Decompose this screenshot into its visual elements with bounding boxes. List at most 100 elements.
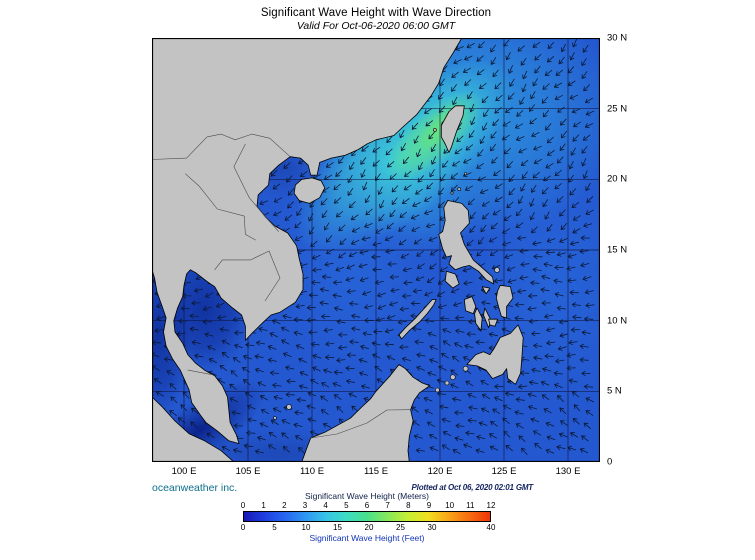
wave-direction-arrow <box>566 265 576 271</box>
wave-direction-arrow <box>389 301 398 307</box>
wave-direction-arrow <box>494 396 503 402</box>
wave-direction-arrow <box>506 266 516 272</box>
wave-direction-arrow <box>469 225 476 233</box>
wave-direction-arrow <box>571 108 581 114</box>
wave-direction-arrow <box>553 82 563 88</box>
wave-direction-arrow <box>429 169 435 178</box>
wave-direction-arrow <box>567 80 576 87</box>
chart-header: Significant Wave Height with Wave Direct… <box>152 6 600 34</box>
wave-direction-arrow <box>534 66 541 74</box>
wave-direction-arrow <box>479 83 487 89</box>
lat-tick-label: 20 N <box>607 173 628 185</box>
wave-direction-arrow <box>466 239 474 247</box>
wave-direction-arrow <box>553 370 563 376</box>
wave-direction-arrow <box>347 174 353 184</box>
wave-direction-arrow <box>246 430 256 436</box>
wave-direction-arrow <box>437 201 445 209</box>
wave-direction-arrow <box>544 69 553 76</box>
wave-direction-arrow <box>350 214 359 221</box>
wave-direction-arrow <box>490 222 498 230</box>
wave-direction-arrow <box>579 343 589 349</box>
wave-direction-arrow <box>490 143 497 152</box>
wave-direction-arrow <box>480 224 487 233</box>
border-thailand-laos <box>185 173 256 241</box>
wave-direction-arrow <box>338 156 345 164</box>
colorbar-meter-ticks: 0 1 2 3 4 5 6 7 8 9 10 11 12 <box>241 501 496 510</box>
wave-direction-arrow <box>178 318 188 324</box>
border-borneo <box>310 409 411 439</box>
lat-tick-label: 15 N <box>607 244 628 256</box>
wave-direction-arrow <box>541 96 549 104</box>
wave-direction-arrow <box>585 182 591 192</box>
wave-direction-arrow <box>503 430 511 438</box>
wave-direction-arrow <box>481 393 491 399</box>
wave-direction-arrow <box>558 319 569 325</box>
wave-direction-arrow <box>586 196 594 203</box>
wave-direction-arrow <box>533 145 542 151</box>
wave-direction-arrow <box>351 313 361 319</box>
wave-direction-arrow <box>273 395 283 401</box>
wave-direction-arrow <box>308 226 315 235</box>
wave-direction-arrow <box>402 198 410 204</box>
wave-direction-arrow <box>581 157 587 167</box>
lat-tick-label: 5 N <box>607 385 622 397</box>
wave-direction-arrow <box>583 384 594 390</box>
wave-direction-arrow <box>492 209 501 216</box>
wave-direction-arrow <box>359 371 368 377</box>
wave-direction-arrow <box>437 278 446 285</box>
wave-direction-arrow <box>320 409 329 415</box>
wave-direction-arrow <box>362 290 371 296</box>
wave-direction-arrow <box>490 131 497 139</box>
wave-direction-arrow <box>349 161 355 170</box>
wave-direction-arrow <box>298 447 305 454</box>
wave-direction-arrow <box>558 56 565 65</box>
wave-direction-arrow <box>273 211 282 217</box>
wave-direction-arrow <box>202 319 212 325</box>
island-hainan <box>293 177 326 204</box>
wave-direction-arrow <box>426 277 435 283</box>
wave-direction-arrow <box>585 97 593 104</box>
wave-direction-arrow <box>571 302 581 308</box>
wave-direction-arrow <box>462 267 472 273</box>
wave-direction-arrow <box>243 354 252 360</box>
wave-direction-arrow <box>399 344 409 350</box>
wave-direction-arrow <box>404 170 412 177</box>
wave-direction-arrow <box>503 39 510 47</box>
wave-direction-arrow <box>345 276 355 282</box>
feet-tick-label: 0 <box>240 523 246 532</box>
wave-direction-arrow <box>515 208 523 217</box>
wave-direction-arrow <box>559 209 566 217</box>
wave-direction-arrow <box>430 249 438 256</box>
wave-direction-arrow <box>441 444 450 450</box>
wave-direction-arrow <box>391 185 399 193</box>
wave-direction-arrow <box>476 55 484 62</box>
wave-direction-arrow <box>455 315 465 321</box>
wave-direction-arrow <box>403 280 413 286</box>
wave-direction-arrow <box>450 184 458 192</box>
wave-direction-arrow <box>346 352 357 358</box>
wave-direction-arrow <box>338 224 346 232</box>
wave-direction-arrow <box>294 235 303 241</box>
wave-direction-arrow <box>466 43 475 49</box>
wave-direction-arrow <box>426 223 435 229</box>
wave-direction-arrow <box>559 118 567 126</box>
wave-direction-arrow <box>489 250 498 256</box>
wave-direction-arrow <box>208 358 218 364</box>
wave-direction-arrow <box>426 421 436 427</box>
wave-direction-arrow <box>389 209 396 218</box>
wave-direction-arrow <box>312 366 321 372</box>
wave-direction-arrow <box>532 267 542 273</box>
wave-direction-arrow <box>482 212 490 220</box>
wave-direction-arrow <box>465 380 474 387</box>
wave-direction-arrow <box>568 378 578 384</box>
wave-direction-arrow <box>572 417 580 425</box>
wave-direction-arrow <box>398 225 406 232</box>
wave-direction-arrow <box>293 422 303 428</box>
wave-direction-arrow <box>403 184 412 191</box>
wave-direction-arrow <box>456 135 464 143</box>
wave-direction-arrow <box>306 317 316 323</box>
lon-tick-label: 115 E <box>363 466 389 477</box>
wave-direction-arrow <box>463 158 472 164</box>
wave-direction-arrow <box>191 339 201 346</box>
wave-direction-arrow <box>585 397 595 403</box>
